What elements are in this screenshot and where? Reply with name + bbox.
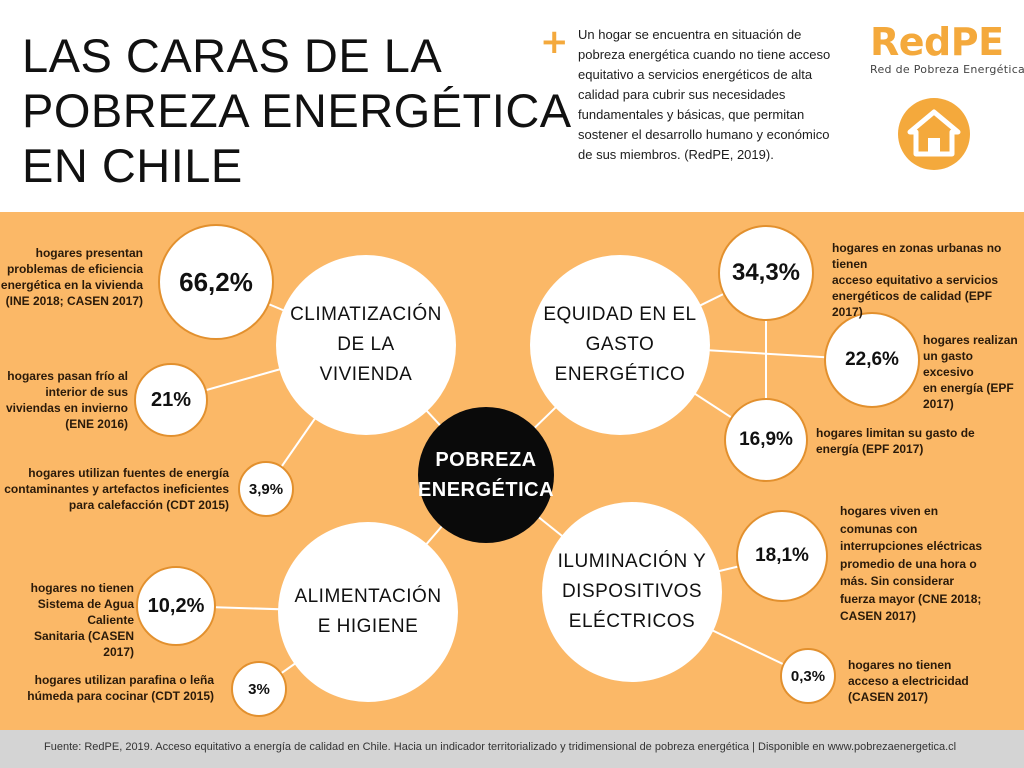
stat-value: 3,9% xyxy=(248,480,284,498)
logo: RedPE xyxy=(870,20,1004,64)
note-line: promedio de una hora o xyxy=(840,556,977,571)
center-circle: POBREZA ENERGÉTICA xyxy=(418,407,554,543)
dimension-label: ALIMENTACIÓN xyxy=(294,586,442,607)
note-line: acceso equitativo a servicios xyxy=(832,273,999,287)
dimension-label: DE LA xyxy=(337,334,395,355)
note-line: interrupciones eléctricas xyxy=(840,539,983,553)
note-line: Sanitaria (CASEN 2017) xyxy=(33,629,134,659)
stat-note: hogares pasan frío al interior de sus vi… xyxy=(0,368,128,432)
footer: Fuente: RedPE, 2019. Acceso equitativo a… xyxy=(0,730,1024,768)
note-line: 2017) xyxy=(923,397,954,411)
dimension-label: ILUMINACIÓN Y xyxy=(557,551,707,572)
stat-circle: 16,9% xyxy=(724,398,808,482)
dimension-alimentacion: ALIMENTACIÓN E HIGIENE xyxy=(278,522,458,702)
note-line: hogares presentan xyxy=(35,246,143,260)
note-line: hogares viven en xyxy=(840,504,939,518)
note-line: para calefacción (CDT 2015) xyxy=(68,498,229,512)
stat-note: hogares en zonas urbanas no tienen acces… xyxy=(832,240,1024,320)
stat-value: 3% xyxy=(248,680,270,698)
note-line: hogares realizan xyxy=(923,333,1018,347)
note-line: más. Sin considerar xyxy=(840,574,955,588)
stat-value: 16,9% xyxy=(739,429,793,450)
dimension-label: DISPOSITIVOS xyxy=(561,581,703,602)
stat-value: 66,2% xyxy=(179,266,253,297)
stat-note: hogares utilizan parafina o leña húmeda … xyxy=(0,672,214,704)
stat-circle: 3,9% xyxy=(238,461,294,517)
note-line: contaminantes y artefactos ineficientes xyxy=(4,482,229,496)
dimension-equidad: EQUIDAD EN EL GASTO ENERGÉTICO xyxy=(530,255,710,435)
stat-note: hogares no tienen Sistema de Agua Calien… xyxy=(0,580,134,660)
note-line: viviendas en invierno xyxy=(5,401,128,415)
stat-circle: 10,2% xyxy=(136,566,216,646)
header: LAS CARAS DE LA POBREZA ENERGÉTICA EN CH… xyxy=(0,0,1024,212)
stat-note: hogares presentan problemas de eficienci… xyxy=(0,245,143,309)
note-line: acceso a electricidad xyxy=(848,674,969,688)
note-line: hogares no tienen xyxy=(30,581,134,595)
note-line: un gasto excesivo xyxy=(923,349,974,379)
dimension-label: EQUIDAD EN EL xyxy=(543,304,697,325)
note-line: (CASEN 2017) xyxy=(848,690,929,704)
logo-subtitle: Red de Pobreza Energética xyxy=(870,63,1024,76)
title-line: LAS CARAS DE LA xyxy=(22,29,443,82)
dimension-label: E HIGIENE xyxy=(317,616,419,637)
house-icon xyxy=(898,98,970,170)
note-line: energéticos de calidad (EPF 2017) xyxy=(832,289,993,319)
stat-value: 18,1% xyxy=(755,545,809,566)
stat-note: hogares viven en comunas con interrupcio… xyxy=(840,503,990,626)
note-line: problemas de eficiencia xyxy=(6,262,143,276)
note-line: Sistema de Agua Caliente xyxy=(37,597,134,627)
stat-circle: 22,6% xyxy=(824,312,920,408)
note-line: hogares utilizan fuentes de energía xyxy=(28,466,229,480)
note-line: hogares utilizan parafina o leña xyxy=(34,673,214,687)
stat-value: 34,3% xyxy=(731,259,801,286)
dimension-label: VIVIENDA xyxy=(319,364,413,385)
stat-circle: 18,1% xyxy=(736,510,828,602)
dimension-iluminacion: ILUMINACIÓN Y DISPOSITIVOS ELÉCTRICOS xyxy=(542,502,722,682)
stat-circle: 66,2% xyxy=(158,224,274,340)
stat-circle: 21% xyxy=(134,363,208,437)
note-line: interior de sus xyxy=(45,385,128,399)
dimension-label: CLIMATIZACIÓN xyxy=(290,304,442,325)
definition-text: Un hogar se encuentra en situación de po… xyxy=(578,27,831,162)
page-title: LAS CARAS DE LA POBREZA ENERGÉTICA EN CH… xyxy=(22,28,572,193)
note-line: energía (EPF 2017) xyxy=(816,442,924,456)
stat-circle: 0,3% xyxy=(780,648,836,704)
stat-value: 10,2% xyxy=(147,594,205,617)
dimension-label: ENERGÉTICO xyxy=(554,364,686,385)
dimension-climatizacion: CLIMATIZACIÓN DE LA VIVIENDA xyxy=(276,255,456,435)
note-line: (INE 2018; CASEN 2017) xyxy=(5,294,143,308)
note-line: húmeda para cocinar (CDT 2015) xyxy=(27,689,214,703)
note-line: comunas con xyxy=(840,521,918,536)
stat-circle: 34,3% xyxy=(718,225,814,321)
stat-value: 22,6% xyxy=(845,349,899,370)
center-label: POBREZA xyxy=(435,449,537,471)
stat-value: 21% xyxy=(150,388,192,411)
note-line: hogares no tienen xyxy=(848,658,952,672)
note-line: hogares limitan su gasto de xyxy=(816,426,975,440)
note-line: (ENE 2016) xyxy=(65,417,128,431)
note-line: en energía (EPF xyxy=(923,381,1014,395)
note-line: fuerza mayor (CNE 2018; xyxy=(840,591,982,606)
stat-circle: 3% xyxy=(231,661,287,717)
footer-source-text: Fuente: RedPE, 2019. Acceso equitativo a… xyxy=(44,741,957,753)
plus-icon: + xyxy=(540,22,569,62)
title-line: POBREZA ENERGÉTICA xyxy=(22,84,572,137)
stat-note: hogares limitan su gasto de energía (EPF… xyxy=(816,425,986,457)
note-line: energética en la vivienda xyxy=(0,278,143,292)
note-line: CASEN 2017) xyxy=(840,609,917,623)
note-line: hogares pasan frío al xyxy=(7,369,128,383)
title-line: EN CHILE xyxy=(22,139,243,192)
center-label: ENERGÉTICA xyxy=(417,479,555,501)
stat-value: 0,3% xyxy=(790,667,826,685)
dimension-label: ELÉCTRICOS xyxy=(568,611,696,632)
stat-note: hogares utilizan fuentes de energía cont… xyxy=(0,465,229,513)
stat-note: hogares no tienen acceso a electricidad … xyxy=(848,657,988,705)
stat-note: hogares realizan un gasto excesivo en en… xyxy=(923,332,1023,412)
note-line: hogares en zonas urbanas no tienen xyxy=(832,241,1002,271)
dimension-label: GASTO xyxy=(585,334,655,355)
